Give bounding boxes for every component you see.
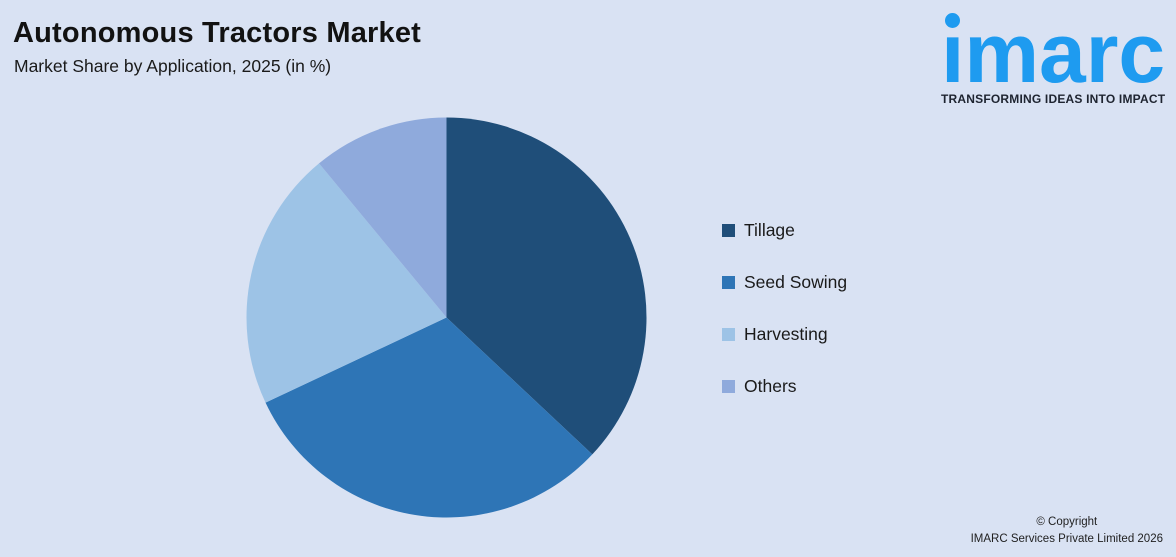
logo-wordmark: ımarc	[941, 6, 1166, 100]
imarc-logo: ımarc TRANSFORMING IDEAS INTO IMPACT	[941, 11, 1171, 106]
chart-header: Autonomous Tractors Market Market Share …	[13, 16, 421, 77]
legend-item-seed-sowing: Seed Sowing	[722, 271, 847, 293]
legend-label: Seed Sowing	[744, 272, 848, 292]
pie-slice-tillage	[446, 117, 647, 455]
legend-swatch	[722, 275, 735, 289]
pie-slice-harvesting	[246, 163, 447, 403]
logo-tagline: TRANSFORMING IDEAS INTO IMPACT	[941, 92, 1166, 106]
pie-slice-others	[319, 117, 447, 318]
legend-label: Tillage	[744, 220, 795, 240]
pie-slice-seed-sowing	[265, 317, 593, 518]
legend-swatch	[722, 327, 735, 341]
logo-i-dot	[945, 13, 960, 28]
legend-item-harvesting: Harvesting	[722, 323, 847, 345]
page-title: Autonomous Tractors Market	[13, 17, 422, 49]
legend: Tillage Seed Sowing Harvesting Others	[722, 219, 847, 397]
legend-item-tillage: Tillage	[722, 219, 847, 241]
copyright: © Copyright IMARC Services Private Limit…	[971, 514, 1163, 548]
legend-label: Others	[744, 376, 797, 396]
legend-swatch	[722, 379, 735, 393]
pie-chart	[246, 117, 647, 518]
legend-label: Harvesting	[744, 324, 828, 344]
legend-swatch	[722, 223, 735, 237]
legend-item-others: Others	[722, 375, 847, 397]
copyright-line1: © Copyright	[1036, 516, 1098, 528]
pie-chart-container	[246, 117, 647, 518]
copyright-line2: IMARC Services Private Limited 2026	[970, 533, 1163, 545]
page-subtitle: Market Share by Application, 2025 (in %)	[14, 55, 332, 76]
